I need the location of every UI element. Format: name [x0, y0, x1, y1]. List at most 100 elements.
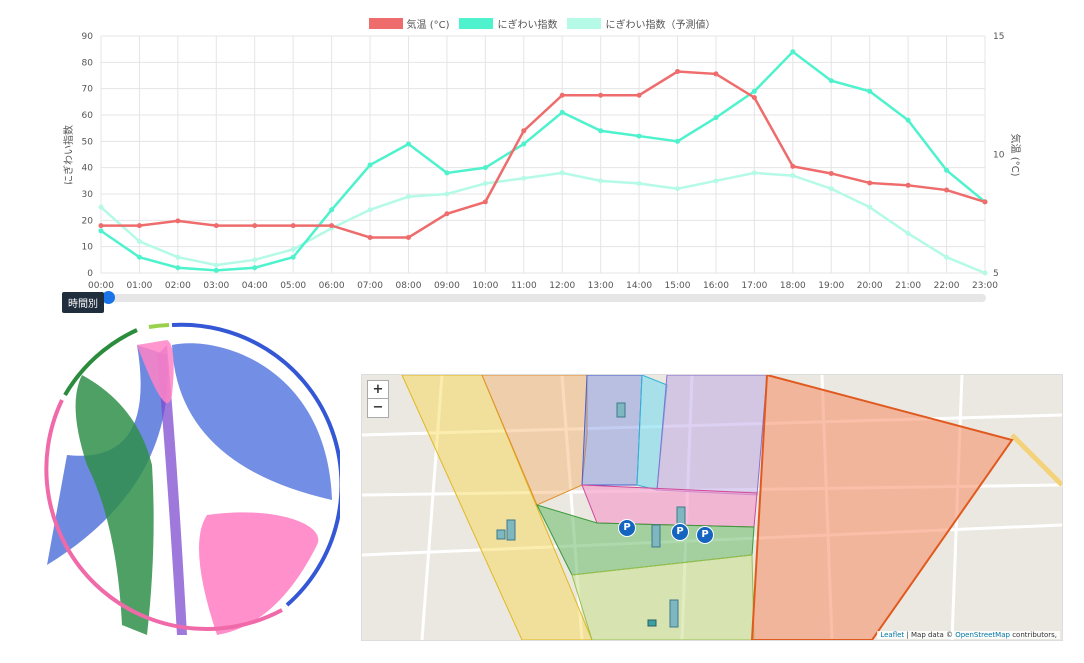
- series-point[interactable]: [559, 170, 565, 176]
- series-point[interactable]: [944, 167, 950, 173]
- series-point[interactable]: [367, 162, 373, 168]
- series-point[interactable]: [675, 186, 681, 192]
- series-point[interactable]: [136, 238, 142, 244]
- series-point[interactable]: [175, 265, 181, 271]
- series-point[interactable]: [751, 170, 757, 176]
- chord-arc-pink[interactable]: [44, 399, 283, 631]
- series-point[interactable]: [867, 180, 873, 186]
- series-point[interactable]: [675, 69, 681, 75]
- series-point[interactable]: [405, 194, 411, 200]
- series-point[interactable]: [598, 92, 604, 98]
- series-point[interactable]: [367, 234, 373, 240]
- series-point[interactable]: [867, 204, 873, 210]
- series-point[interactable]: [290, 246, 296, 252]
- chord-arc-green[interactable]: [63, 328, 138, 397]
- map-area-lime[interactable]: [571, 554, 755, 640]
- series-point[interactable]: [136, 254, 142, 260]
- chord-ribbon-pink-top[interactable]: [137, 340, 174, 404]
- time-slider[interactable]: [100, 291, 986, 304]
- series-point[interactable]: [790, 49, 796, 55]
- chord-ribbon-green[interactable]: [75, 375, 154, 635]
- series-point[interactable]: [713, 71, 719, 77]
- legend-item-index[interactable]: にぎわい指数: [459, 16, 557, 31]
- series-point[interactable]: [213, 262, 219, 268]
- series-point[interactable]: [751, 88, 757, 94]
- slider-thumb[interactable]: [102, 291, 115, 304]
- series-point[interactable]: [213, 223, 219, 229]
- series-point[interactable]: [444, 170, 450, 176]
- series-point[interactable]: [790, 163, 796, 169]
- osm-link[interactable]: OpenStreetMap: [955, 631, 1010, 639]
- map-area-purple[interactable]: [656, 375, 768, 496]
- map-view[interactable]: + − P P P Leaflet | Map data © OpenStree…: [361, 374, 1063, 641]
- series-point[interactable]: [982, 270, 988, 276]
- series-point[interactable]: [982, 199, 988, 205]
- series-point[interactable]: [828, 186, 834, 192]
- series-point[interactable]: [790, 173, 796, 179]
- series-point[interactable]: [828, 170, 834, 176]
- chord-ribbon-pink[interactable]: [199, 512, 319, 635]
- series-point[interactable]: [713, 178, 719, 184]
- series-point[interactable]: [444, 211, 450, 217]
- map-area-yellow[interactable]: [401, 375, 593, 640]
- series-point[interactable]: [636, 133, 642, 139]
- series-point[interactable]: [98, 204, 104, 210]
- series-point[interactable]: [636, 92, 642, 98]
- series-point[interactable]: [905, 117, 911, 123]
- chord-ribbon-blue-large[interactable]: [172, 343, 332, 500]
- chord-ribbon-purple[interactable]: [157, 345, 187, 635]
- series-point[interactable]: [482, 180, 488, 186]
- series-point[interactable]: [329, 207, 335, 213]
- series-point[interactable]: [944, 187, 950, 193]
- series-point[interactable]: [598, 178, 604, 184]
- series-point[interactable]: [944, 254, 950, 260]
- series-point[interactable]: [213, 267, 219, 273]
- map-canvas[interactable]: [362, 375, 1062, 640]
- parking-marker-3[interactable]: P: [696, 526, 714, 544]
- parking-marker-1[interactable]: P: [618, 519, 636, 537]
- series-point[interactable]: [98, 223, 104, 229]
- series-point[interactable]: [290, 223, 296, 229]
- series-point[interactable]: [136, 223, 142, 229]
- series-point[interactable]: [175, 218, 181, 224]
- zoom-out-button[interactable]: −: [367, 398, 389, 418]
- chord-arc-lime[interactable]: [148, 323, 170, 329]
- series-point[interactable]: [252, 257, 258, 263]
- series-point[interactable]: [675, 138, 681, 144]
- series-point[interactable]: [559, 92, 565, 98]
- series-point[interactable]: [559, 109, 565, 115]
- series-point[interactable]: [751, 95, 757, 101]
- series-point[interactable]: [636, 180, 642, 186]
- map-area-salmon[interactable]: [750, 375, 1014, 640]
- map-area-green[interactable]: [536, 504, 755, 576]
- map-area-orange-small[interactable]: [481, 375, 588, 506]
- series-point[interactable]: [713, 115, 719, 121]
- map-area-pink[interactable]: [581, 484, 758, 528]
- series-point[interactable]: [252, 265, 258, 271]
- series-point[interactable]: [598, 128, 604, 134]
- series-point[interactable]: [367, 207, 373, 213]
- series-point[interactable]: [905, 182, 911, 188]
- series-point[interactable]: [482, 165, 488, 171]
- series-point[interactable]: [905, 231, 911, 236]
- legend-item-temperature[interactable]: 気温 (°C): [368, 16, 449, 31]
- series-point[interactable]: [98, 228, 104, 234]
- parking-marker-2[interactable]: P: [671, 523, 689, 541]
- series-point[interactable]: [867, 88, 873, 94]
- series-point[interactable]: [329, 223, 335, 229]
- series-point[interactable]: [482, 199, 488, 205]
- series-point[interactable]: [444, 191, 450, 197]
- series-point[interactable]: [405, 141, 411, 147]
- series-point[interactable]: [405, 234, 411, 240]
- series-point[interactable]: [828, 78, 834, 84]
- map-area-blue[interactable]: [581, 375, 643, 486]
- chord-arc-blue[interactable]: [171, 322, 340, 607]
- series-point[interactable]: [521, 128, 527, 134]
- series-point[interactable]: [175, 254, 181, 260]
- series-point[interactable]: [521, 141, 527, 147]
- series-point[interactable]: [290, 254, 296, 260]
- leaflet-link[interactable]: Leaflet: [880, 631, 905, 639]
- legend-item-forecast[interactable]: にぎわい指数（予測値）: [567, 16, 715, 31]
- series-point[interactable]: [252, 223, 258, 229]
- zoom-in-button[interactable]: +: [367, 380, 389, 400]
